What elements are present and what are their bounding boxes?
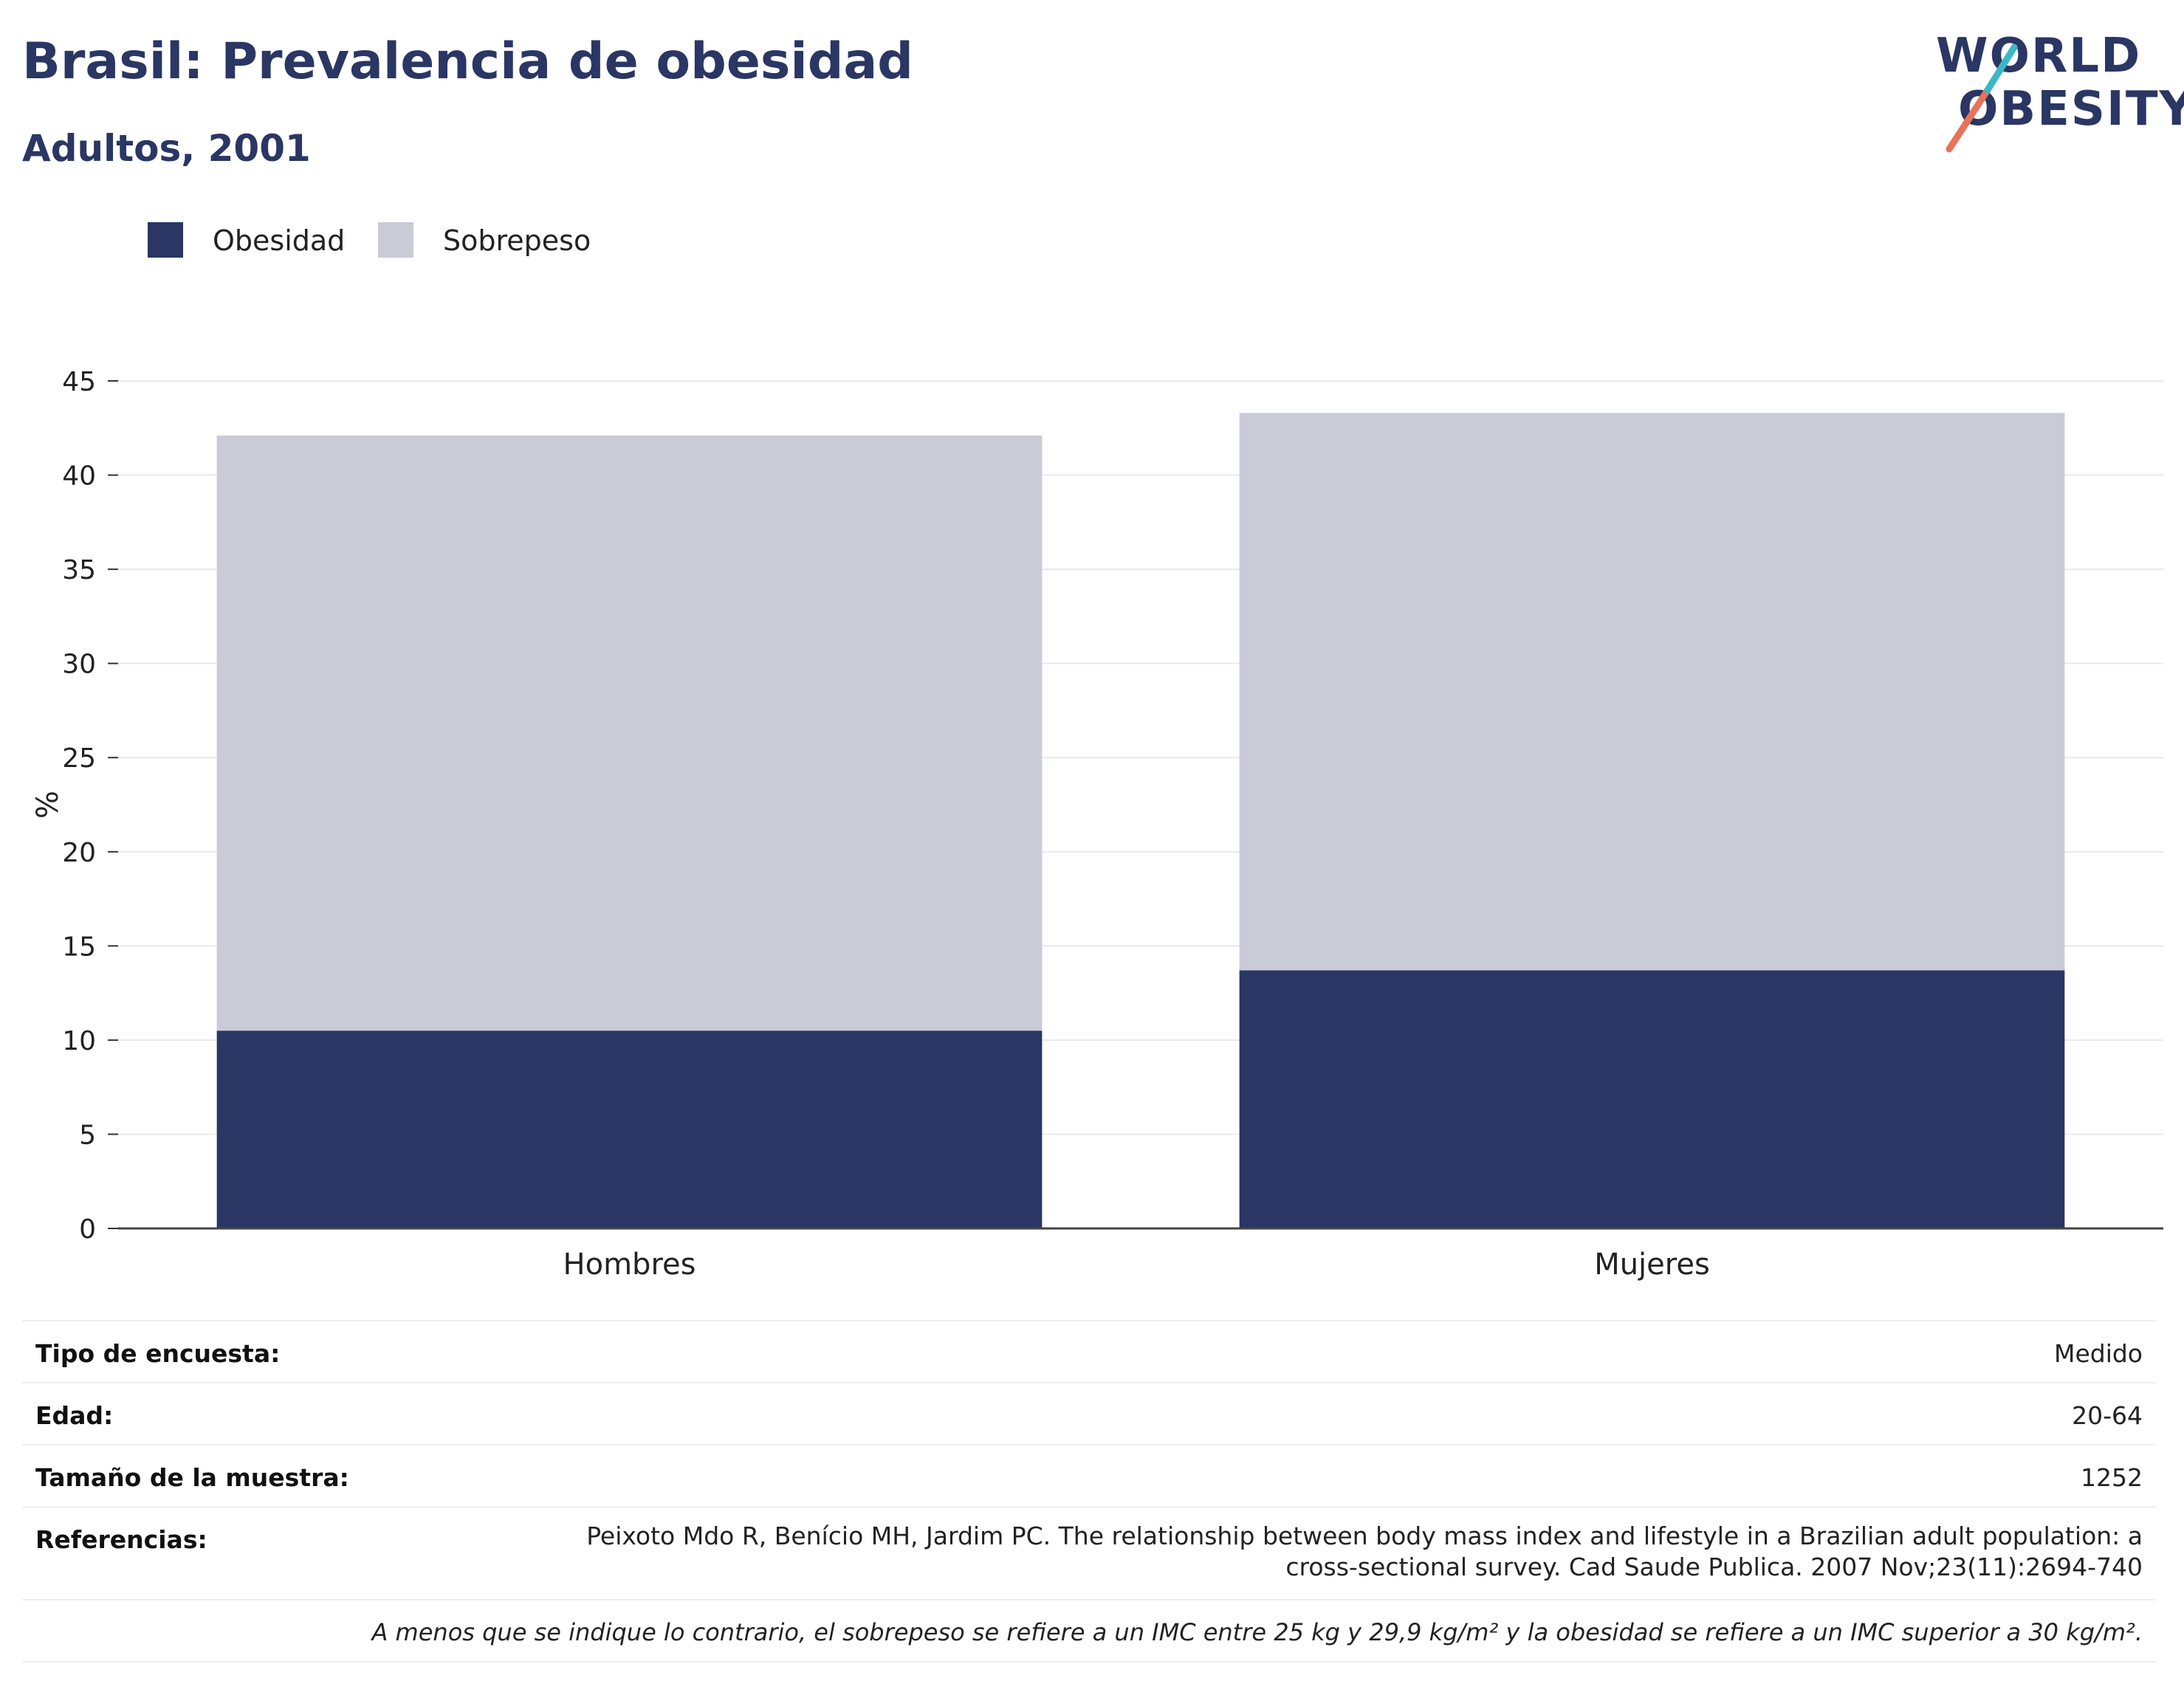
- y-tick-label: 20: [62, 838, 96, 868]
- references-label: Referencias:: [35, 1525, 207, 1554]
- chart-subtitle: Adultos, 2001: [22, 127, 311, 170]
- age-label: Edad:: [35, 1401, 114, 1430]
- logo-line-2: OBESITY: [1958, 82, 2184, 137]
- bar-sobrepeso-hombres: [216, 435, 1043, 1031]
- y-tick-label: 15: [62, 932, 96, 962]
- logo-slash-icon: [1946, 44, 2018, 153]
- logo-line-1: WORLD: [1936, 29, 2142, 83]
- y-axis-label: %: [31, 791, 65, 819]
- x-tick-label: Hombres: [563, 1248, 696, 1282]
- y-tick-label: 10: [62, 1026, 96, 1056]
- y-tick-label: 5: [79, 1120, 96, 1150]
- sample-size-label: Tamaño de la muestra:: [35, 1463, 349, 1492]
- y-tick-label: 25: [62, 743, 96, 774]
- age-row: Edad: 20-64: [22, 1382, 2156, 1444]
- chart-title: Brasil: Prevalencia de obesidad: [22, 32, 913, 91]
- sample-size-row: Tamaño de la muestra: 1252: [22, 1444, 2156, 1506]
- world-obesity-logo: WORLD OBESITY: [1920, 22, 2184, 155]
- bar-obesidad-hombres: [216, 1031, 1043, 1228]
- survey-details-table: Tipo de encuesta: Medido Edad: 20-64 Tam…: [22, 1320, 2156, 1663]
- legend-swatch-sobrepeso: [378, 222, 413, 258]
- survey-type-row: Tipo de encuesta: Medido: [22, 1320, 2156, 1382]
- age-value: 20-64: [2072, 1401, 2143, 1430]
- references-value: Peixoto Mdo R, Benício MH, Jardim PC. Th…: [586, 1522, 2143, 1581]
- legend-label-obesidad: Obesidad: [213, 224, 346, 257]
- table-bottom-border: [22, 1661, 2156, 1663]
- definition-note: A menos que se indique lo contrario, el …: [371, 1618, 2143, 1646]
- bar-sobrepeso-mujeres: [1239, 413, 2065, 971]
- survey-type-value: Medido: [2053, 1339, 2143, 1368]
- definition-note-row: A menos que se indique lo contrario, el …: [22, 1599, 2156, 1661]
- y-tick-label: 30: [62, 650, 96, 680]
- y-tick-label: 40: [62, 461, 96, 492]
- y-tick-label: 0: [79, 1214, 96, 1245]
- bar-obesidad-mujeres: [1239, 970, 2065, 1228]
- x-tick-label: Mujeres: [1594, 1248, 1710, 1282]
- references-row: Referencias: Peixoto Mdo R, Benício MH, …: [22, 1506, 2156, 1599]
- legend-label-sobrepeso: Sobrepeso: [443, 224, 591, 257]
- y-tick-label: 35: [62, 555, 96, 585]
- sample-size-value: 1252: [2081, 1463, 2143, 1492]
- survey-type-label: Tipo de encuesta:: [35, 1339, 281, 1368]
- legend-swatch-obesidad: [148, 222, 183, 258]
- y-tick-label: 45: [62, 367, 96, 397]
- stacked-bar-chart: 0 5 10 15 20 25 30 35 40 45% Hombres Mujeres: [31, 367, 2163, 1282]
